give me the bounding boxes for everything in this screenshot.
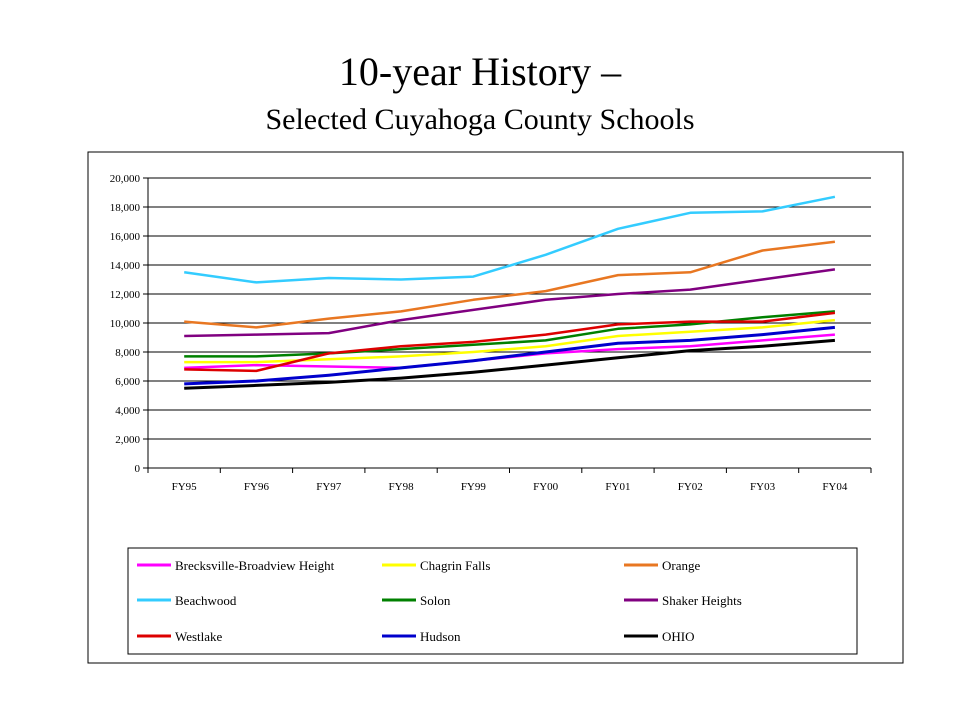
legend-label: Beachwood [175,593,237,608]
x-tick-label: FY99 [461,481,487,493]
legend-box [127,547,858,655]
legend-label: Shaker Heights [662,593,742,608]
series-line [184,311,836,373]
title-line-2: Selected Cuyahoga County Schools [265,103,695,136]
series-line [184,195,836,284]
y-tick-label: 2,000 [115,434,140,446]
y-tick-label: 0 [135,463,141,475]
y-tick-label: 20,000 [110,173,141,185]
x-tick-label: FY97 [316,481,342,493]
series-line [184,325,836,386]
title-line-1: 10-year History – [338,49,622,94]
legend-label: Solon [420,593,451,608]
legend-label: Orange [662,558,700,573]
legend-label: Westlake [175,629,223,644]
x-tick-label: FY96 [244,481,270,493]
y-tick-label: 6,000 [115,376,140,388]
y-tick-label: 12,000 [110,289,141,301]
y-tick-label: 14,000 [110,260,141,272]
x-tick-label: FY00 [533,481,559,493]
legend-label: Hudson [420,629,461,644]
series-line [184,318,836,364]
y-tick-label: 4,000 [115,405,140,417]
series-line [184,338,836,390]
x-tick-label: FY98 [389,481,415,493]
legend: Brecksville-Broadview Height Chagrin Fall… [127,547,858,655]
slide-title: 10-year History – Selected Cuyahoga Coun… [0,48,960,140]
series-lines [184,195,836,390]
y-tick-label: 18,000 [110,202,141,214]
series-line [184,240,836,329]
series-line [184,268,836,338]
x-tick-label: FY02 [678,481,703,493]
y-tick-label: 10,000 [110,318,141,330]
axes: 0 2,000 4,000 6,000 8,000 10,000 12,000 14,000 1… [110,173,872,493]
y-tick-label: 8,000 [115,347,140,359]
x-tick-label: FY03 [750,481,776,493]
x-tick-label: FY95 [172,481,198,493]
x-tick-label: FY04 [822,481,848,493]
legend-label: Chagrin Falls [420,558,490,573]
legend-label: Brecksville-Broadview Height [175,558,335,573]
legend-label: OHIO [662,629,695,644]
y-tick-label: 16,000 [110,231,141,243]
x-tick-label: FY01 [605,481,630,493]
